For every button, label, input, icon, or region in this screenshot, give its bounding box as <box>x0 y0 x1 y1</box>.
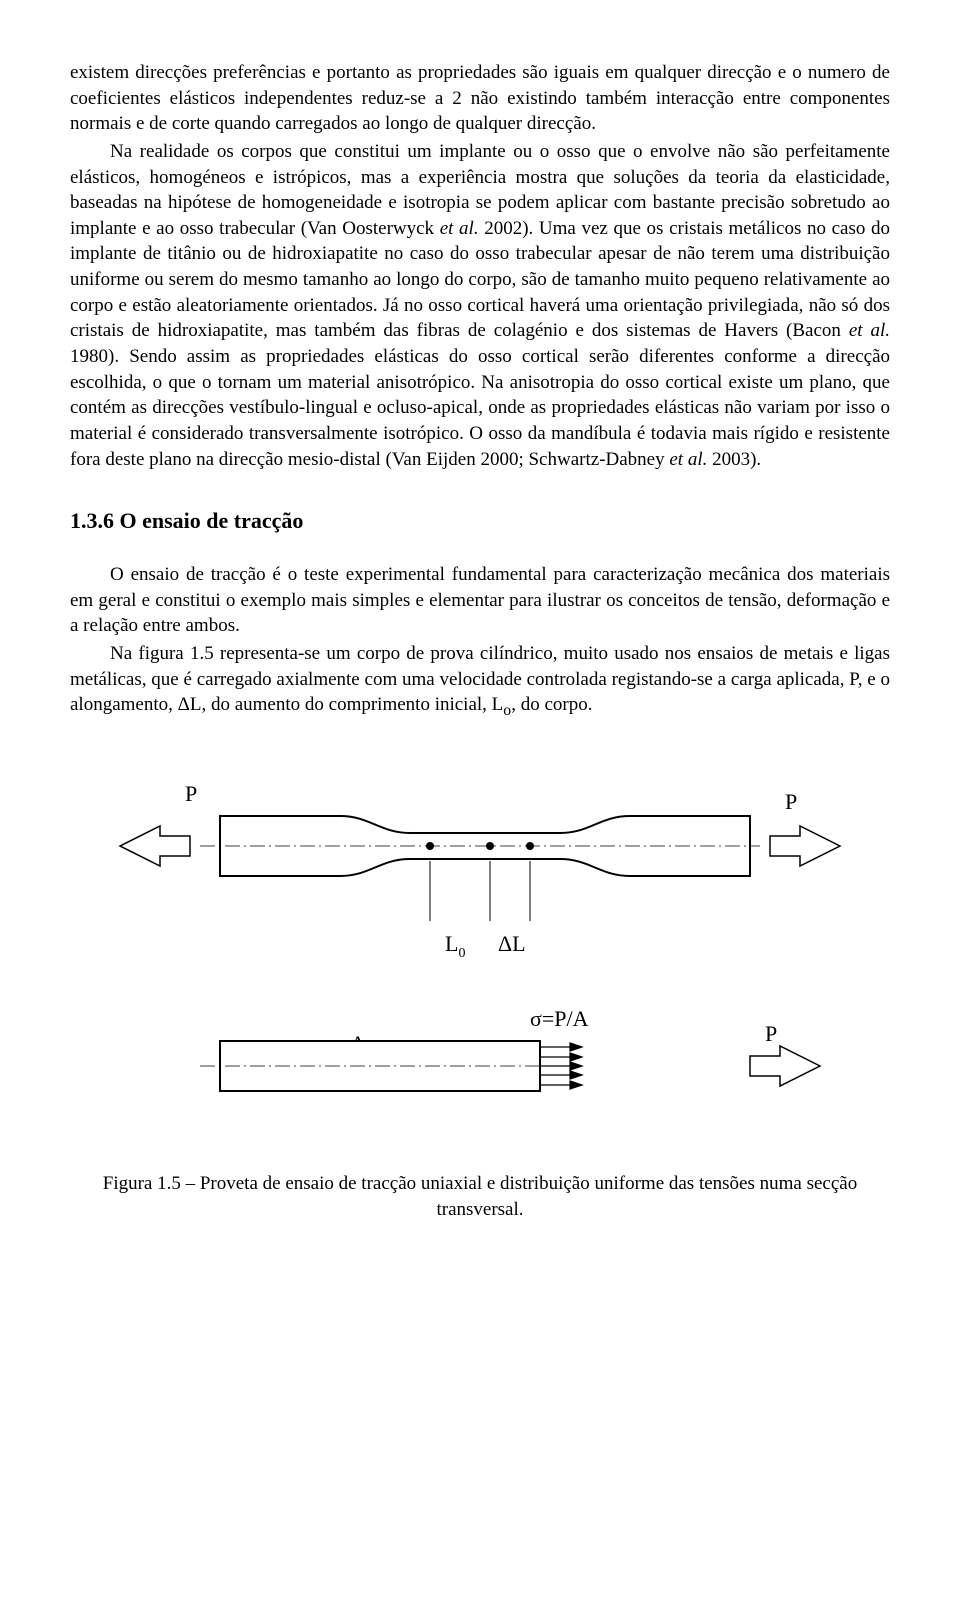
length-labels: L0 ΔL <box>90 931 870 971</box>
figure-1-5: P P L0 ΔL A σ=P/A <box>70 761 890 1121</box>
label-delta-l: ΔL <box>498 931 526 956</box>
figure-caption: Figura 1.5 – Proveta de ensaio de tracçã… <box>70 1171 890 1222</box>
paragraph-na-realidade: Na realidade os corpos que constitui um … <box>70 139 890 472</box>
cross-section-diagram: A σ=P/A P <box>90 1001 870 1121</box>
paragraph-continuation: existem direcções preferências e portant… <box>70 60 890 137</box>
label-l0: L0 <box>445 931 465 961</box>
section-heading: 1.3.6 O ensaio de tracção <box>70 506 890 536</box>
paragraph-ensaio-intro: O ensaio de tracção é o teste experiment… <box>70 562 890 639</box>
label-p-right: P <box>785 789 797 814</box>
specimen-diagram: P P <box>90 761 870 931</box>
label-p-section: P <box>765 1021 777 1046</box>
label-sigma: σ=P/A <box>530 1006 589 1031</box>
label-p-left: P <box>185 781 197 806</box>
paragraph-figura-desc: Na figura 1.5 representa-se um corpo de … <box>70 641 890 721</box>
